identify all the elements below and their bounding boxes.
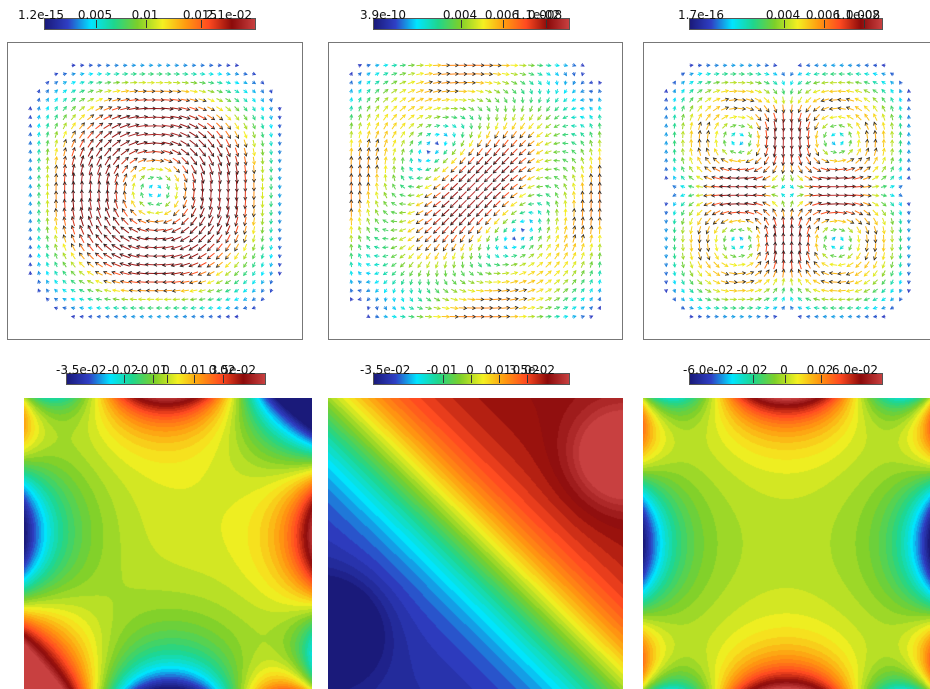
velocity-glyph-plot [7, 42, 303, 340]
colorbar-tick-label: 0.005 [77, 8, 113, 22]
colorbar [689, 373, 883, 385]
colorbar-tick-label: 0.006 [805, 8, 841, 22]
colorbar-tick [146, 20, 147, 28]
colorbar [44, 18, 256, 30]
colorbar-tick-label: -3.5e-02 [360, 363, 411, 377]
velocity-glyph-plot [328, 42, 623, 340]
colorbar-tick [124, 375, 125, 383]
colorbar-tick [96, 20, 97, 28]
colorbar-tick [864, 20, 865, 28]
colorbar-tick [503, 20, 504, 28]
colorbar-tick-label: 1.2e-15 [18, 8, 65, 22]
colorbar-tick [443, 375, 444, 383]
colorbar-tick-label: 0.01 [179, 363, 207, 377]
colorbar-tick-label: 0 [466, 363, 474, 377]
colorbar-tick-label: 1.1e-02 [833, 8, 880, 22]
colorbar-tick [201, 20, 202, 28]
colorbar-tick-label: 0.01 [131, 8, 159, 22]
colorbar-tick-label: 0.02 [208, 363, 236, 377]
colorbar-tick [471, 375, 472, 383]
colorbar-tick-label: 0.02 [806, 363, 834, 377]
colorbar-tick [194, 375, 195, 383]
colorbar-tick [527, 375, 528, 383]
colorbar-tick-label: -0.01 [426, 363, 458, 377]
colorbar-tick [785, 375, 786, 383]
colorbar-tick-label: 0.015 [182, 8, 218, 22]
colorbar-tick-label: 0 [780, 363, 788, 377]
colorbar-tick [223, 375, 224, 383]
colorbar-tick-label: 0.01 [484, 363, 512, 377]
colorbar-tick-label: 0.006 [484, 8, 520, 22]
colorbar-tick-label: 0.004 [765, 8, 801, 22]
colorbar [373, 373, 570, 385]
colorbar-tick [824, 20, 825, 28]
colorbar-tick-label: 6.0e-02 [831, 363, 878, 377]
colorbar-tick-label: -0.02 [107, 363, 139, 377]
colorbar-tick-label: 0 [162, 363, 170, 377]
colorbar [66, 373, 266, 385]
colorbar-tick [753, 375, 754, 383]
colorbar-tick-label: 3.5e-02 [209, 363, 256, 377]
pressure-field-plot [24, 398, 312, 689]
colorbar-tick [499, 375, 500, 383]
colorbar-tick-label: 2.1e-02 [205, 8, 252, 22]
colorbar-tick [461, 20, 462, 28]
pressure-field-plot [328, 398, 623, 689]
colorbar-tick [784, 20, 785, 28]
colorbar-tick-label: 0.008 [527, 8, 563, 22]
colorbar-tick-label: 0.02 [512, 363, 540, 377]
colorbar-tick-label: 0.004 [442, 8, 478, 22]
colorbar-tick [546, 20, 547, 28]
colorbar-tick [167, 375, 168, 383]
pressure-field-plot [643, 398, 930, 689]
colorbar-tick-label: 1.1e-02 [513, 8, 560, 22]
colorbar-tick-label: -0.01 [136, 363, 168, 377]
colorbar-tick-label: 3.5e-02 [508, 363, 555, 377]
colorbar-tick-label: -3.5e-02 [56, 363, 107, 377]
colorbar [373, 18, 570, 30]
colorbar [689, 18, 883, 30]
colorbar-tick-label: 3.9e-10 [360, 8, 407, 22]
colorbar-tick [821, 375, 822, 383]
colorbar-tick-label: -6.0e-02 [683, 363, 734, 377]
colorbar-tick-label: -0.02 [736, 363, 768, 377]
colorbar-tick-label: 1.7e-16 [678, 8, 725, 22]
colorbar-tick [153, 375, 154, 383]
colorbar-tick-label: 0.008 [845, 8, 881, 22]
velocity-glyph-plot [643, 42, 930, 340]
